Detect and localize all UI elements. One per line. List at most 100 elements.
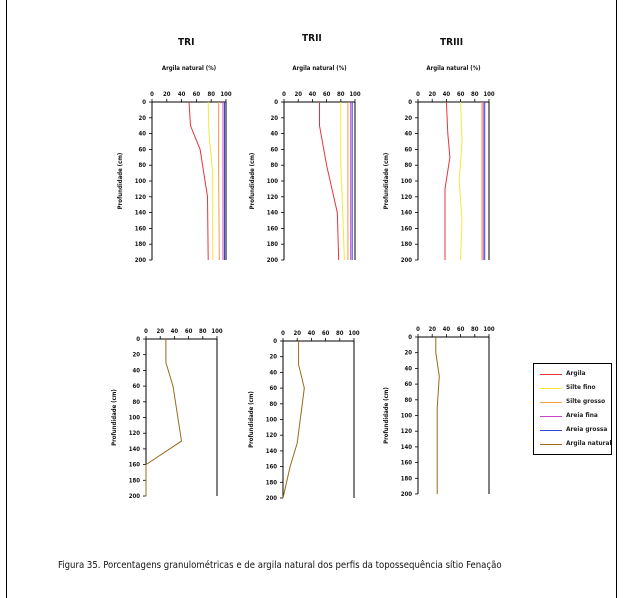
y-axis-label: Profundidade (cm) <box>248 391 255 448</box>
y-tick-label: 160 <box>266 464 278 471</box>
y-tick-label: 140 <box>401 444 413 451</box>
series-line-argila <box>444 101 451 260</box>
series-line-silte-fino <box>340 102 345 261</box>
x-tick-label: 80 <box>471 326 479 333</box>
y-tick-label: 60 <box>270 146 278 153</box>
x-tick-label: 100 <box>220 91 232 98</box>
panel-title-tri: TRI <box>178 37 195 48</box>
x-tick-label: 20 <box>156 328 164 335</box>
x-tick-label: 60 <box>323 91 331 98</box>
y-tick-label: 0 <box>408 99 412 106</box>
y-tick-label: 100 <box>401 413 413 420</box>
legend-swatch <box>540 430 562 431</box>
x-tick-label: 0 <box>416 326 420 333</box>
y-tick-label: 60 <box>404 381 412 388</box>
x-tick-label: 100 <box>483 326 495 333</box>
y-tick-label: 0 <box>274 99 278 106</box>
y-axis-label: Profundidade (cm) <box>111 389 118 446</box>
x-tick-label: 0 <box>416 91 420 98</box>
y-tick-label: 120 <box>129 430 141 437</box>
y-tick-label: 40 <box>269 369 277 376</box>
legend-item: Argila <box>540 369 610 379</box>
y-tick-label: 0 <box>136 336 140 343</box>
y-tick-label: 180 <box>401 475 413 482</box>
y-tick-label: 120 <box>401 428 413 435</box>
y-tick-label: 40 <box>404 131 412 138</box>
series-line-argila-natural <box>145 339 183 496</box>
x-tick-label: 80 <box>471 91 479 98</box>
x-tick-label: 40 <box>443 91 451 98</box>
x-tick-label: 100 <box>349 91 361 98</box>
y-tick-label: 100 <box>266 417 278 424</box>
x-tick-label: 100 <box>483 91 495 98</box>
series-line-argila <box>319 102 340 261</box>
y-tick-label: 80 <box>269 401 277 408</box>
legend-label: Areia fina <box>566 411 598 419</box>
legend-swatch <box>540 444 562 445</box>
x-tick-label: 20 <box>163 91 171 98</box>
y-axis-label: Profundidade (cm) <box>383 153 390 210</box>
y-axis-label: Profundidade (cm) <box>383 387 390 444</box>
x-tick-label: 20 <box>294 91 302 98</box>
legend: Argila Silte fino Silte grosso Areia fina Ar… <box>533 363 612 455</box>
right-border-line <box>616 0 617 598</box>
legend-label: Argila natural <box>566 439 612 447</box>
x-tick-label: 60 <box>457 326 465 333</box>
y-tick-label: 40 <box>404 365 412 372</box>
y-tick-label: 140 <box>135 210 147 217</box>
y-tick-label: 180 <box>267 241 279 248</box>
x-tick-label: 40 <box>309 91 317 98</box>
y-tick-label: 60 <box>132 383 140 390</box>
y-tick-label: 140 <box>266 448 278 455</box>
y-tick-label: 80 <box>138 162 146 169</box>
legend-swatch <box>540 416 562 417</box>
y-axis-label: Profundidade (cm) <box>117 153 124 210</box>
y-tick-label: 120 <box>267 194 279 201</box>
series-line-silte-fino <box>207 101 214 260</box>
x-tick-label: 20 <box>428 91 436 98</box>
panel-title-triii: TRIII <box>440 37 464 48</box>
legend-item: Argila natural <box>540 439 612 449</box>
y-tick-label: 200 <box>266 495 278 502</box>
x-axis-label: Argila natural (%) <box>426 65 480 72</box>
legend-item: Areia fina <box>540 411 610 421</box>
y-tick-label: 140 <box>129 446 141 453</box>
legend-swatch <box>540 402 562 403</box>
legend-item: Silte fino <box>540 383 610 393</box>
series-line-argila-natural <box>282 341 305 499</box>
y-tick-label: 200 <box>401 491 413 498</box>
y-tick-label: 160 <box>401 460 413 467</box>
y-tick-label: 180 <box>266 479 278 486</box>
panel-title-trii: TRII <box>302 33 322 44</box>
x-tick-label: 40 <box>171 328 179 335</box>
legend-label: Argila <box>566 369 586 377</box>
x-tick-label: 60 <box>185 328 193 335</box>
legend-label: Silte fino <box>566 383 596 391</box>
y-tick-label: 80 <box>270 162 278 169</box>
y-tick-label: 80 <box>404 397 412 404</box>
x-tick-label: 100 <box>348 330 360 337</box>
y-tick-label: 60 <box>138 146 146 153</box>
y-tick-label: 180 <box>401 241 413 248</box>
y-tick-label: 160 <box>129 462 141 469</box>
legend-swatch <box>540 388 562 389</box>
y-tick-label: 120 <box>266 432 278 439</box>
left-border-line <box>6 0 7 598</box>
y-tick-label: 200 <box>267 257 279 264</box>
y-tick-label: 60 <box>404 146 412 153</box>
series-line-argila-natural <box>435 337 440 494</box>
y-tick-label: 120 <box>401 194 413 201</box>
y-axis-label: Profundidade (cm) <box>249 153 256 210</box>
y-tick-label: 140 <box>401 210 413 217</box>
x-tick-label: 0 <box>144 328 148 335</box>
series-line-argila <box>188 101 209 261</box>
y-tick-label: 20 <box>138 115 146 122</box>
y-tick-label: 80 <box>404 162 412 169</box>
y-tick-label: 20 <box>132 352 140 359</box>
y-tick-label: 80 <box>132 399 140 406</box>
x-tick-label: 80 <box>336 330 344 337</box>
x-tick-label: 80 <box>199 328 207 335</box>
y-tick-label: 20 <box>270 115 278 122</box>
legend-swatch <box>540 374 562 375</box>
